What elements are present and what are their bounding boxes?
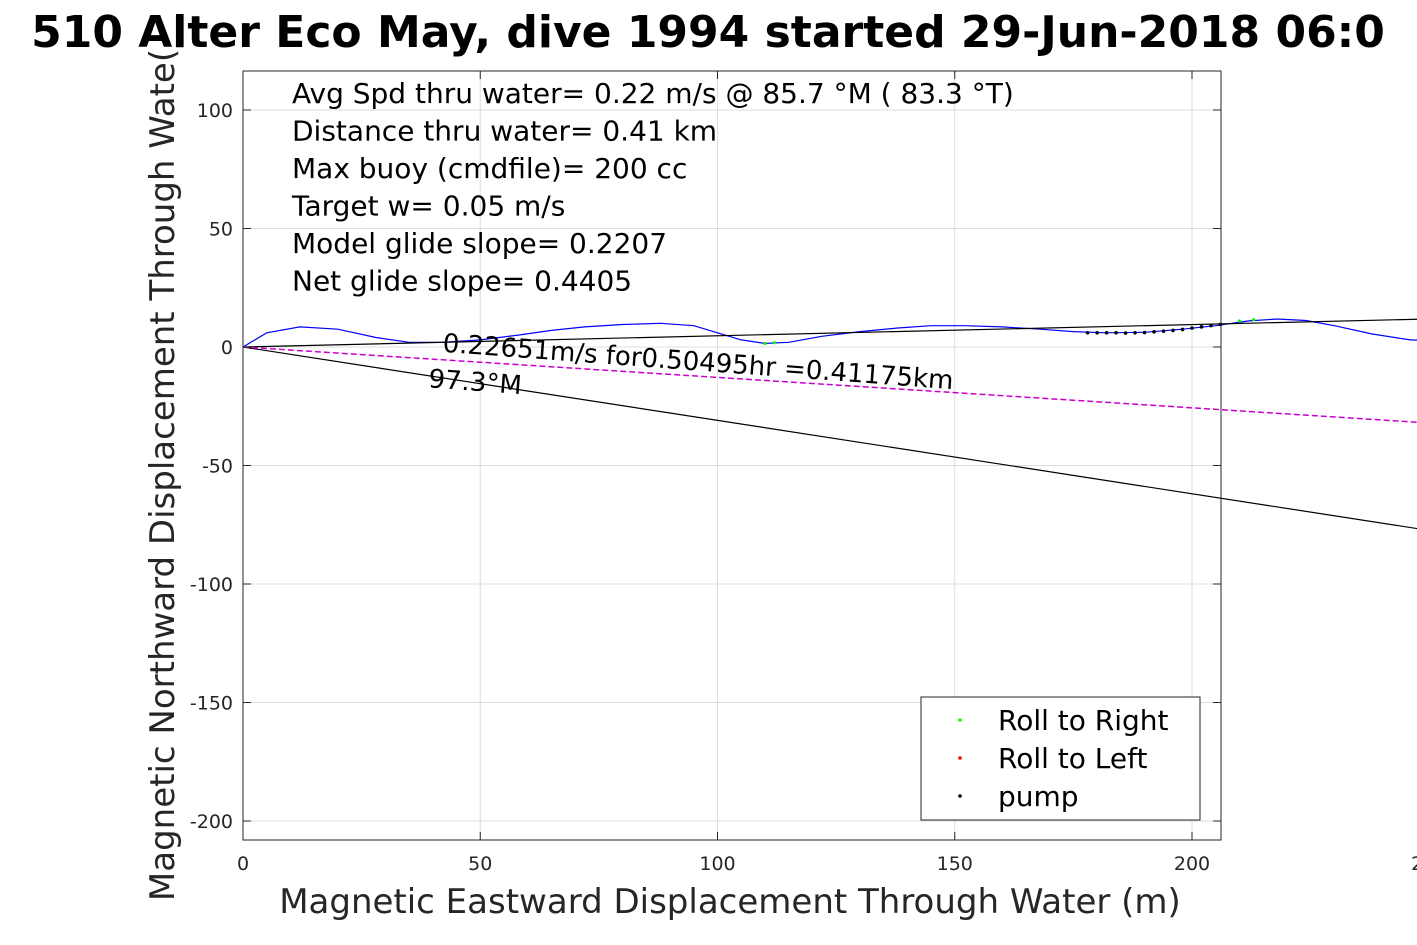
y-tick-label: 0 [221, 337, 233, 359]
stat-line: Max buoy (cmdfile)= 200 cc [292, 152, 687, 185]
y-tick-label: 50 [209, 219, 233, 241]
ticks-group: 050100150200250300350400100500-50-100-15… [190, 71, 1417, 875]
legend-marker [958, 794, 962, 798]
x-tick-label: 0 [237, 853, 249, 875]
marker-pump [1133, 330, 1137, 335]
x-tick-label: 50 [468, 853, 492, 875]
marker-pump [1104, 330, 1109, 335]
y-tick-label: -50 [202, 456, 233, 478]
y-axis-label: Magnetic Northward Displacement Through … [143, 49, 183, 901]
marker-pump [1218, 322, 1223, 327]
x-tick-label: 100 [699, 853, 735, 875]
x-tick-label: 150 [937, 853, 973, 875]
marker-pump [1171, 328, 1175, 333]
marker-pump [1123, 331, 1128, 335]
marker-roll-right [1252, 318, 1256, 322]
x-tick-label: 200 [1174, 853, 1210, 875]
marker-roll-right [772, 341, 777, 345]
stat-line: Avg Spd thru water= 0.22 m/s @ 85.7 °M (… [292, 77, 1014, 110]
marker-pump [1114, 330, 1118, 335]
x-tick-label: 250 [1411, 853, 1417, 875]
marker-roll-right [1237, 319, 1242, 323]
legend-box [920, 696, 1201, 821]
y-tick-label: -100 [190, 574, 233, 596]
stat-line: Net glide slope= 0.4405 [292, 265, 632, 298]
y-tick-label: -150 [190, 693, 233, 715]
x-axis-label: Magnetic Eastward Displacement Through W… [279, 882, 1181, 922]
legend: Roll to Right Roll to Left pump [920, 696, 1201, 821]
stat-line: Target w= 0.05 m/s [291, 190, 565, 223]
legend-marker [958, 756, 962, 760]
series-current-estimate [242, 346, 1417, 424]
marker-pump [1152, 330, 1156, 334]
legend-label: Roll to Right [998, 704, 1169, 737]
annotation-label: 97.3°M [428, 364, 523, 401]
marker-pump [1085, 330, 1090, 335]
series-heading-line [242, 346, 1417, 530]
marker-pump [1209, 323, 1213, 328]
y-tick-label: 100 [197, 100, 233, 122]
marker-pump [1142, 330, 1147, 335]
marker-pump [1190, 326, 1194, 330]
marker-roll-right [763, 341, 767, 346]
plot-frame [242, 70, 1222, 841]
stats-text: Avg Spd thru water= 0.22 m/s @ 85.7 °M (… [291, 77, 1014, 298]
marker-pump [1199, 325, 1204, 329]
marker-pump [1180, 327, 1185, 332]
marker-pump [1161, 329, 1166, 333]
stat-line: Distance thru water= 0.41 km [292, 115, 717, 148]
marker-pump [1095, 330, 1099, 335]
series-track [242, 318, 1417, 348]
legend-marker [958, 718, 962, 722]
legend-label: Roll to Left [998, 742, 1147, 775]
legend-label: pump [998, 780, 1079, 813]
y-tick-label: -200 [190, 811, 233, 833]
markers-group [763, 318, 1256, 346]
stat-line: Model glide slope= 0.2207 [292, 227, 667, 260]
chart-title: 510 Alter Eco May, dive 1994 started 29-… [31, 7, 1385, 58]
